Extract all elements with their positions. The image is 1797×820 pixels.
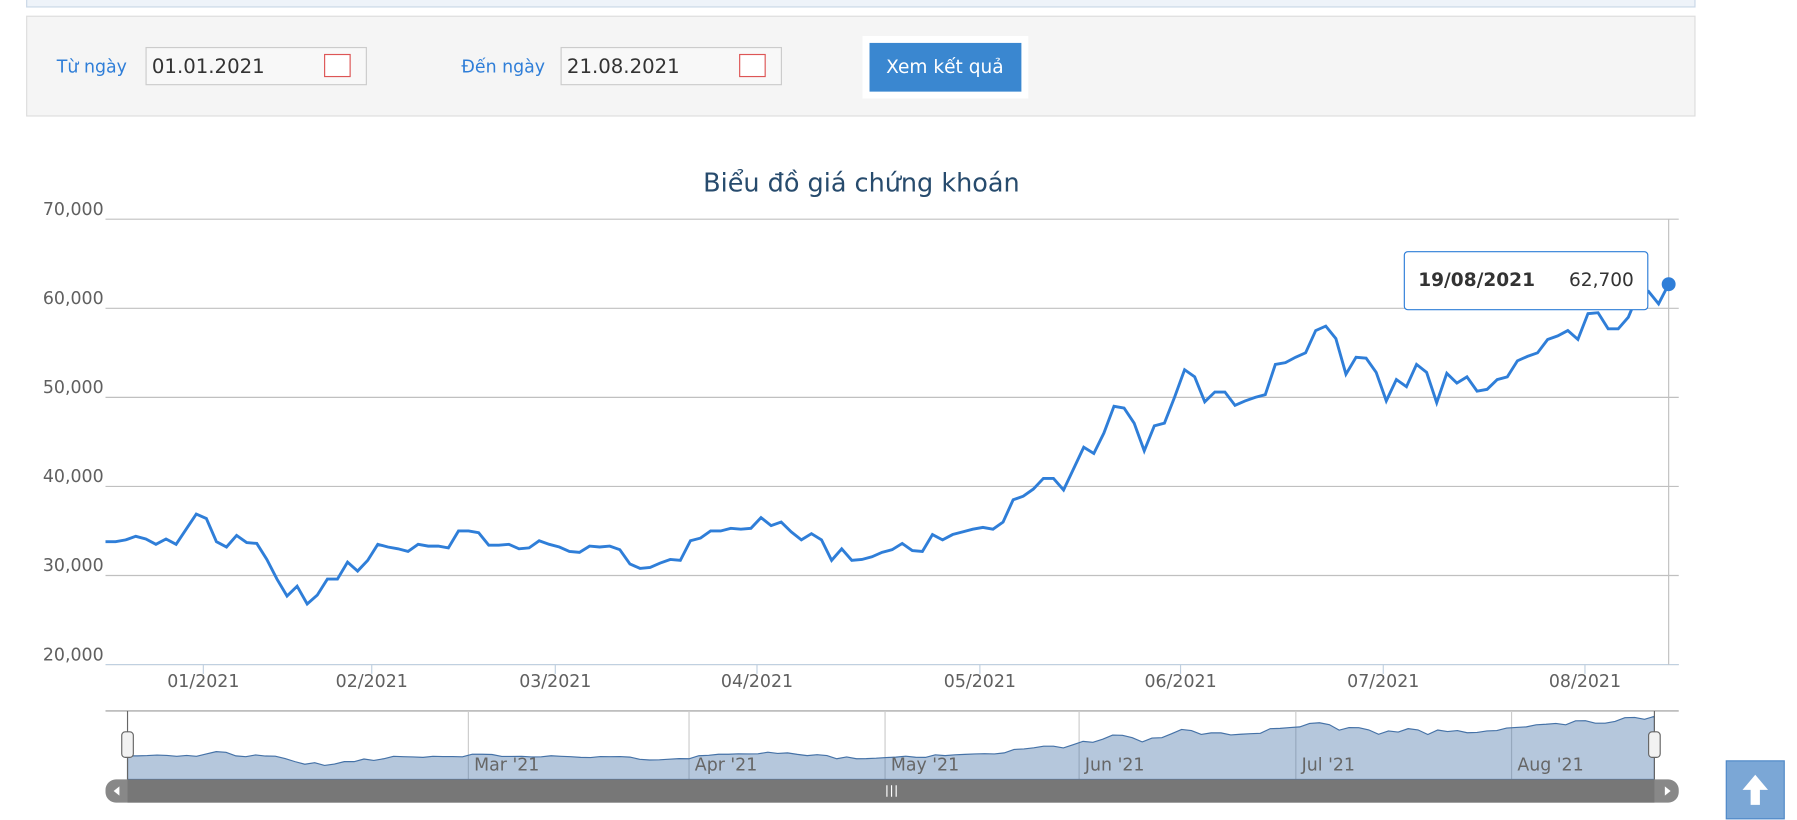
navigator-label: May '21: [891, 755, 959, 775]
navigator-label: Jul '21: [1301, 755, 1355, 775]
y-tick-label: 20,000: [43, 645, 104, 665]
y-tick-label: 60,000: [43, 289, 104, 309]
calendar-icon[interactable]: [739, 53, 766, 78]
scroll-left[interactable]: [113, 786, 120, 796]
tooltip-value: 62,700: [1569, 270, 1634, 291]
x-tick-label: 05/2021: [944, 672, 1016, 692]
hover-point: [1661, 277, 1676, 292]
chart-title: Biểu đồ giá chứng khoán: [703, 168, 1019, 198]
navigator-area: [126, 715, 1655, 780]
from-value: 01.01.2021: [152, 55, 265, 78]
arrow-up: [1742, 774, 1769, 805]
tooltip: [1403, 251, 1649, 311]
navigator-label: Apr '21: [695, 755, 757, 775]
thumb-grip: [886, 785, 897, 797]
submit-label: Xem kết quả: [886, 56, 1003, 78]
calendar-icon[interactable]: [324, 53, 351, 78]
x-tick-label: 07/2021: [1347, 672, 1419, 692]
x-tick-label: 01/2021: [167, 672, 239, 692]
from-label: Từ ngày: [56, 57, 127, 77]
x-tick-label: 02/2021: [336, 672, 408, 692]
submit-button[interactable]: [869, 42, 1022, 92]
y-tick-label: 50,000: [43, 378, 104, 398]
navigator-bg: [105, 710, 1679, 780]
x-tick-label: 08/2021: [1549, 672, 1621, 692]
navigator-handle[interactable]: [1648, 731, 1661, 758]
price-line: [105, 283, 1670, 607]
navigator-label: Aug '21: [1517, 755, 1583, 775]
navigator-label: Mar '21: [474, 755, 539, 775]
navigator-handle[interactable]: [121, 731, 134, 758]
y-tick-label: 40,000: [43, 467, 104, 487]
y-tick-label: 70,000: [43, 200, 104, 220]
to-label: Đến ngày: [461, 56, 545, 77]
to-value: 21.08.2021: [567, 55, 680, 78]
tooltip-date: 19/08/2021: [1418, 270, 1535, 291]
x-tick-label: 04/2021: [721, 672, 793, 692]
x-tick-label: 03/2021: [519, 672, 591, 692]
top-bar: [26, 0, 1696, 8]
navigator-label: Jun '21: [1084, 755, 1145, 775]
scroll-right[interactable]: [1664, 786, 1671, 796]
x-tick-label: 06/2021: [1144, 672, 1216, 692]
y-tick-label: 30,000: [43, 556, 104, 576]
